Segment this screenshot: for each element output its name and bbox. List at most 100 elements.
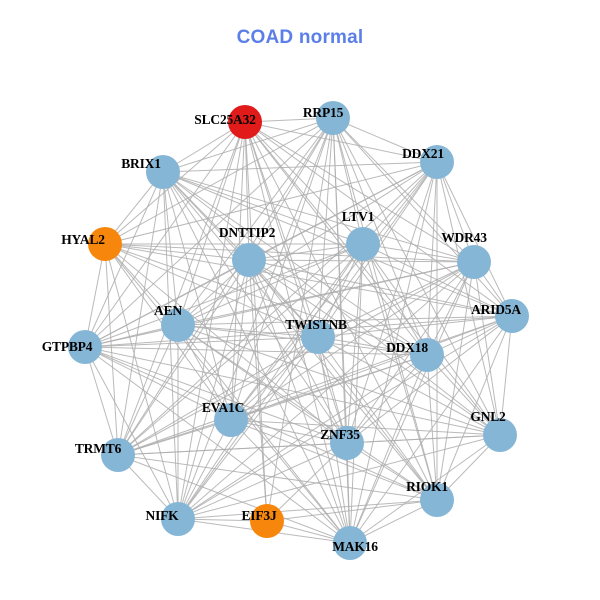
network-node-slc25a32[interactable] — [228, 105, 262, 139]
network-edge — [117, 419, 232, 456]
network-edge — [248, 259, 319, 338]
network-edge — [84, 346, 348, 444]
network-edge — [177, 434, 501, 520]
network-node-eva1c[interactable] — [214, 403, 248, 437]
network-edge — [332, 117, 428, 356]
network-edge — [177, 324, 438, 501]
network-edge — [117, 121, 246, 456]
node-hit-hyal2[interactable] — [88, 227, 122, 261]
network-node-eif3j[interactable] — [250, 504, 284, 538]
network-edge — [162, 171, 348, 444]
network-edge — [346, 161, 438, 444]
node-hit-riok1[interactable] — [420, 483, 454, 517]
network-edge — [346, 442, 438, 501]
network-node-nifk[interactable] — [161, 502, 195, 536]
network-edge — [230, 419, 351, 544]
network-edge — [104, 243, 119, 456]
network-edge — [177, 121, 246, 520]
network-edge — [162, 161, 438, 173]
network-edge — [162, 171, 428, 356]
node-hit-eif3j[interactable] — [250, 504, 284, 538]
node-hit-znf35[interactable] — [330, 426, 364, 460]
network-edge — [84, 336, 319, 348]
network-edge — [162, 171, 232, 421]
network-edge — [266, 117, 334, 522]
network-edge — [332, 117, 475, 263]
network-edge — [117, 434, 501, 456]
network-edge — [317, 336, 348, 444]
network-node-rrp15[interactable] — [316, 101, 350, 135]
network-node-brix1[interactable] — [146, 155, 180, 189]
node-hit-dnttip2[interactable] — [232, 243, 266, 277]
node-hit-aen[interactable] — [161, 308, 195, 342]
network-edge — [426, 354, 438, 501]
node-hit-ltv1[interactable] — [346, 227, 380, 261]
network-node-riok1[interactable] — [420, 483, 454, 517]
network-node-znf35[interactable] — [330, 426, 364, 460]
network-edge — [117, 117, 334, 456]
network-edge — [332, 117, 364, 245]
node-hit-ddx21[interactable] — [420, 145, 454, 179]
network-node-twistnb[interactable] — [301, 320, 335, 354]
network-edge — [162, 171, 475, 263]
node-hit-slc25a32[interactable] — [228, 105, 262, 139]
node-hit-nifk[interactable] — [161, 502, 195, 536]
network-edge — [117, 315, 513, 456]
node-hit-gtpbp4[interactable] — [68, 330, 102, 364]
network-edge — [84, 315, 513, 348]
network-edge — [346, 354, 428, 444]
network-node-dnttip2[interactable] — [232, 243, 266, 277]
network-node-arid5a[interactable] — [495, 299, 529, 333]
network-edge — [84, 346, 428, 356]
network-edge — [244, 121, 428, 356]
network-edge — [230, 261, 475, 421]
network-edge — [332, 117, 351, 544]
node-hit-gnl2[interactable] — [483, 418, 517, 452]
network-edge — [244, 121, 250, 261]
network-edge — [317, 336, 438, 501]
node-hit-arid5a[interactable] — [495, 299, 529, 333]
network-edge — [104, 243, 179, 326]
node-hit-rrp15[interactable] — [316, 101, 350, 135]
network-edge — [104, 243, 250, 261]
network-edge — [499, 315, 513, 436]
network-edge — [84, 117, 334, 348]
network-node-hyal2[interactable] — [88, 227, 122, 261]
node-hit-eva1c[interactable] — [214, 403, 248, 437]
network-node-gtpbp4[interactable] — [68, 330, 102, 364]
node-hit-wdr43[interactable] — [457, 245, 491, 279]
network-node-wdr43[interactable] — [457, 245, 491, 279]
network-node-trmt6[interactable] — [101, 438, 135, 472]
network-edge — [177, 243, 364, 326]
node-hit-mak16[interactable] — [333, 526, 367, 560]
network-node-aen[interactable] — [161, 308, 195, 342]
node-hit-trmt6[interactable] — [101, 438, 135, 472]
network-edge — [248, 117, 334, 261]
network-edge — [84, 346, 179, 520]
network-edge — [177, 117, 334, 520]
network-edge — [230, 419, 348, 444]
network-edge — [84, 243, 364, 348]
node-hit-brix1[interactable] — [146, 155, 180, 189]
network-node-ltv1[interactable] — [346, 227, 380, 261]
network-edge — [84, 261, 475, 348]
network-edge — [84, 346, 501, 436]
network-node-mak16[interactable] — [333, 526, 367, 560]
network-node-ddx18[interactable] — [410, 338, 444, 372]
network-edge — [230, 419, 501, 436]
network-edge — [248, 259, 513, 317]
network-edge — [117, 243, 364, 456]
network-edge — [436, 261, 475, 501]
network-edge — [177, 419, 232, 520]
network-edge — [117, 324, 179, 456]
network-edge — [177, 324, 319, 338]
node-hit-twistnb[interactable] — [301, 320, 335, 354]
node-hit-ddx18[interactable] — [410, 338, 444, 372]
network-node-gnl2[interactable] — [483, 418, 517, 452]
network-edge — [349, 354, 428, 544]
network-edge — [436, 315, 513, 501]
network-node-ddx21[interactable] — [420, 145, 454, 179]
network-edge — [117, 171, 164, 456]
